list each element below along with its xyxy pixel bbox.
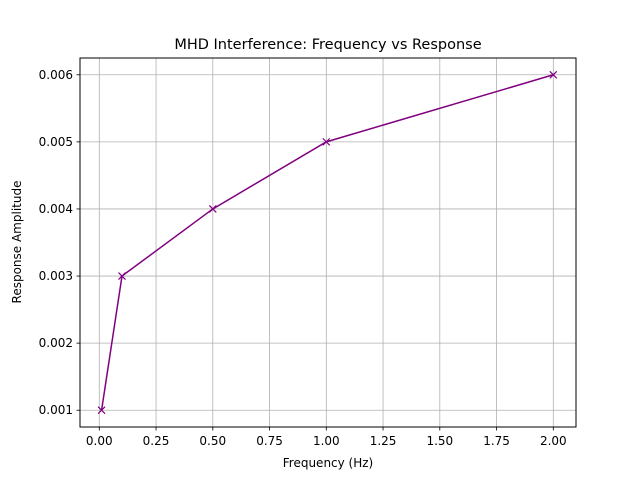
x-axis-label: Frequency (Hz) bbox=[283, 456, 374, 470]
x-tick-label: 1.00 bbox=[313, 434, 340, 448]
plot-frame bbox=[79, 57, 577, 428]
x-tick-label: 2.00 bbox=[540, 434, 567, 448]
data-point-marker bbox=[322, 137, 331, 146]
y-tick-label: 0.004 bbox=[39, 202, 73, 216]
x-axis-ticks: 0.00 0.25 0.50 0.75 1.00 1.25 1.50 1.75 2.00 bbox=[86, 427, 567, 448]
x-tick-label: 0.25 bbox=[143, 434, 170, 448]
x-tick-label: 0.50 bbox=[199, 434, 226, 448]
y-tick-label: 0.002 bbox=[39, 336, 73, 350]
y-tick-label: 0.005 bbox=[39, 135, 73, 149]
y-tick-label: 0.003 bbox=[39, 269, 73, 283]
x-tick-label: 1.25 bbox=[370, 434, 397, 448]
x-tick-label: 1.75 bbox=[483, 434, 510, 448]
y-axis-label: Response Amplitude bbox=[10, 181, 24, 304]
x-tick-label: 1.50 bbox=[426, 434, 453, 448]
data-point-marker bbox=[549, 70, 558, 79]
y-tick-label: 0.001 bbox=[39, 403, 73, 417]
series-layer bbox=[97, 70, 558, 415]
y-axis-ticks: 0.001 0.002 0.003 0.004 0.005 0.006 bbox=[39, 68, 80, 417]
x-tick-label: 0.75 bbox=[256, 434, 283, 448]
y-tick-label: 0.006 bbox=[39, 68, 73, 82]
chart-title: MHD Interference: Frequency vs Response bbox=[174, 37, 481, 53]
data-point-marker bbox=[97, 406, 106, 415]
data-point-marker bbox=[208, 205, 217, 213]
x-tick-label: 0.00 bbox=[86, 434, 113, 448]
data-point-marker bbox=[118, 272, 126, 280]
